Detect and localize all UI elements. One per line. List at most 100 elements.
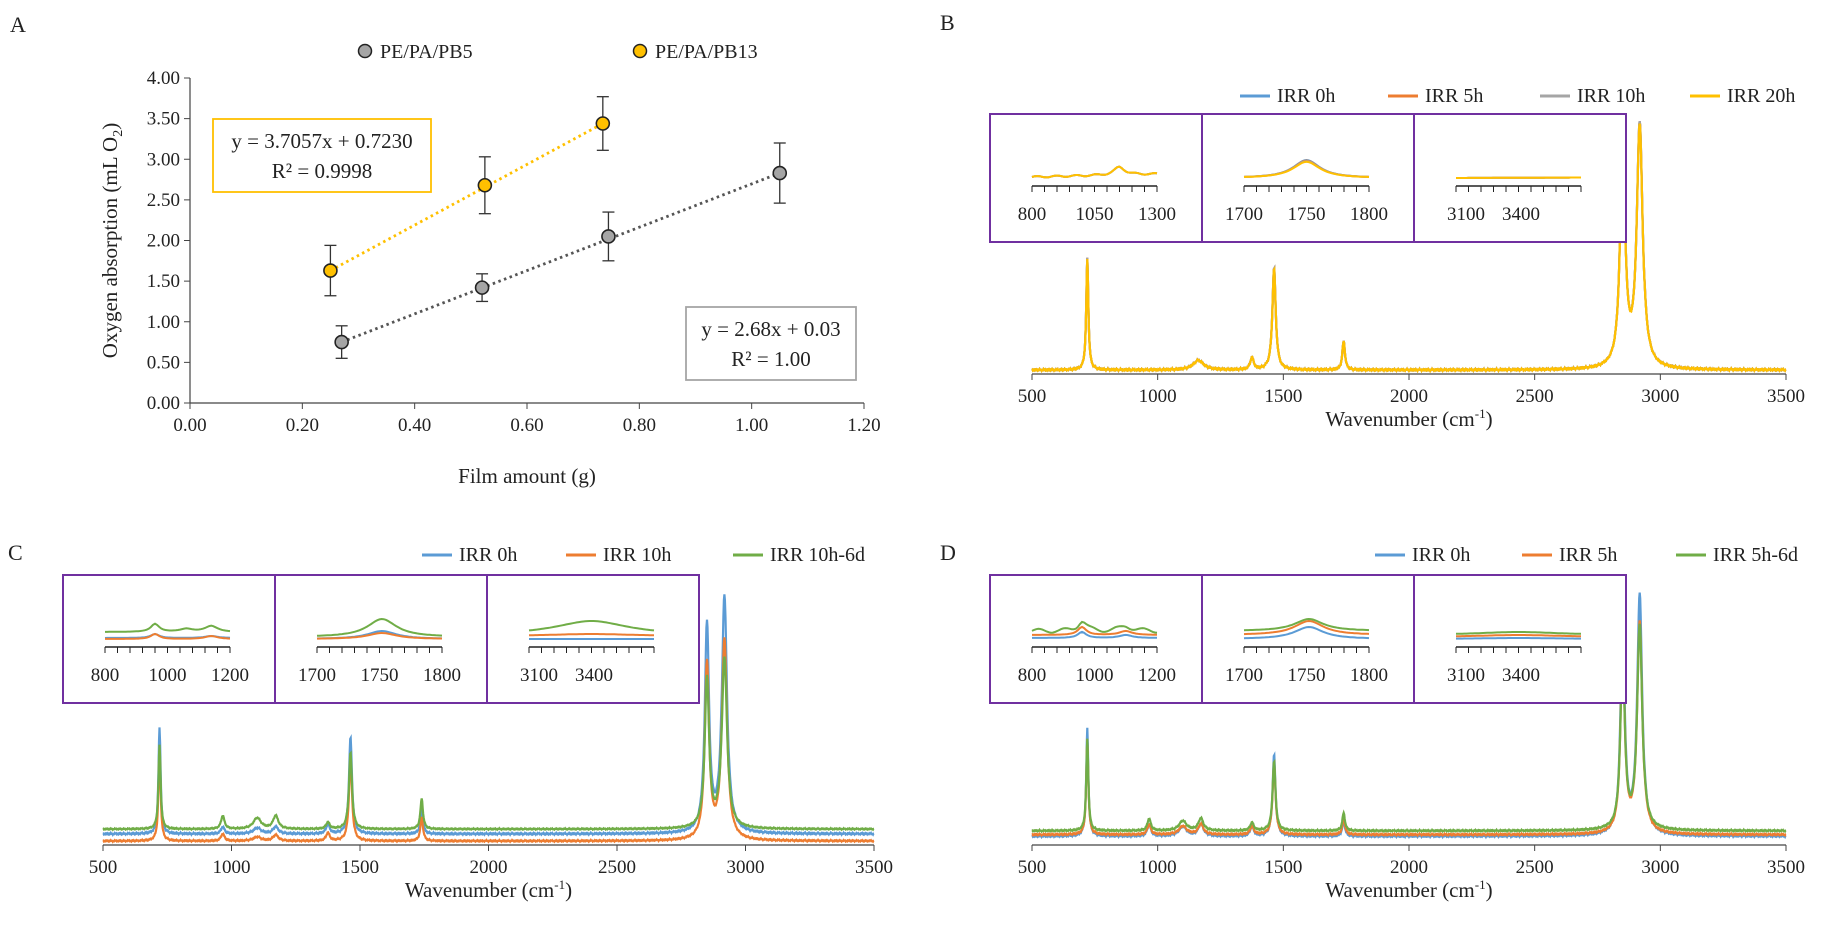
equation-box <box>212 118 432 193</box>
spectrum-line <box>102 656 875 832</box>
legend-label: PE/PA/PB13 <box>655 41 758 63</box>
inset-curve <box>1031 165 1158 179</box>
r2-text: R² = 0.9998 <box>272 159 372 183</box>
x-axis-title: Film amount (g) <box>458 464 596 488</box>
inset-tick-label: 1750 <box>361 665 399 686</box>
panel-a: A 0.00 0.20 0.40 0.60 0.80 1.00 1.20 0.00 0.50 1.0… <box>10 12 881 488</box>
panel-label-d: D <box>940 540 956 565</box>
legend-label: IRR 0h <box>1277 85 1335 107</box>
inset-tick-label: 1700 <box>1225 665 1263 686</box>
legend-label: IRR 5h <box>1559 544 1617 566</box>
y-tick-label: 0.00 <box>147 393 180 414</box>
inset-curve <box>1243 617 1370 632</box>
spectrum-line <box>1031 620 1787 838</box>
trendline <box>341 171 781 344</box>
x-axis-title-sup: -1 <box>1475 877 1486 892</box>
inset-curve <box>1243 619 1370 636</box>
inset-tick-label: 1750 <box>1288 204 1326 225</box>
equation-box <box>685 306 857 381</box>
x-tick-label: 1.00 <box>735 415 768 436</box>
y-tick-label: 3.50 <box>147 109 180 130</box>
x-axis-title-end: ) <box>1486 878 1493 902</box>
r2-text: R² = 1.00 <box>731 347 810 371</box>
data-point <box>323 263 338 278</box>
panel-c: C 500 1000 1500 2000 2500 3000 3500 Wavenumber (… <box>8 540 893 902</box>
series-0 <box>334 142 788 359</box>
x-tick-label: 2500 <box>1516 386 1554 407</box>
x-axis-title-sup: -1 <box>1475 406 1486 421</box>
y-tick-label: 0.50 <box>147 352 180 373</box>
panel-label-a: A <box>10 12 26 37</box>
data-point <box>595 116 611 131</box>
inset-tick-label: 1200 <box>1138 665 1176 686</box>
spectrum-line <box>102 594 875 837</box>
x-tick-label: 0.60 <box>510 415 543 436</box>
spectrum-line <box>1031 123 1787 374</box>
inset-tick-label: 3100 <box>1447 204 1485 225</box>
x-tick-label: 1000 <box>1139 857 1177 878</box>
x-axis-title-main: Wavenumber (cm <box>1325 407 1474 431</box>
legend: IRR 0h IRR 5h IRR 10h IRR 20h <box>1240 85 1795 107</box>
x-axis-title-main: Wavenumber (cm <box>405 878 554 902</box>
equation-text: y = 2.68x + 0.03 <box>701 317 840 341</box>
x-tick-label: 2000 <box>1390 386 1428 407</box>
spectrum-line <box>102 637 875 844</box>
inset-tick-label: 1300 <box>1138 204 1176 225</box>
inset-tick-label: 800 <box>1018 204 1047 225</box>
x-tick-label: 2000 <box>470 857 508 878</box>
spectra <box>1031 592 1787 840</box>
panel-b: B 500 1000 1500 2000 2500 3000 3500 Wavenumber (… <box>940 10 1805 431</box>
legend-marker <box>357 43 373 59</box>
x-tick-label: 2500 <box>598 857 636 878</box>
inset-curve <box>1032 630 1157 639</box>
inset-tick-label: 1750 <box>1288 665 1326 686</box>
legend-label: IRR 5h <box>1425 85 1483 107</box>
data-point <box>772 165 788 181</box>
equation-text: y = 3.7057x + 0.7230 <box>231 129 412 153</box>
y-tick-label: 4.00 <box>147 68 180 89</box>
x-tick-label: 2500 <box>1516 857 1554 878</box>
x-tick-label: 0.20 <box>286 415 319 436</box>
x-axis-title-sup: -1 <box>554 877 565 892</box>
panel-label-b: B <box>940 10 955 35</box>
legend: IRR 0h IRR 5h IRR 5h-6d <box>1375 544 1798 566</box>
insets: 800 1000 1200 1700 1750 1800 3100 3400 <box>62 574 700 704</box>
inset-tick-label: 800 <box>91 665 120 686</box>
x-tick-label: 1000 <box>1139 386 1177 407</box>
x-tick-label: 3500 <box>855 857 893 878</box>
inset-tick-label: 800 <box>1018 665 1047 686</box>
legend-label: IRR 10h-6d <box>770 544 865 566</box>
x-axis-title-end: ) <box>1486 407 1493 431</box>
inset-tick-label: 1800 <box>423 665 461 686</box>
y-axis-title-sub: 2 <box>111 130 126 137</box>
legend-label: IRR 5h-6d <box>1713 544 1798 566</box>
x-axis-title-end: ) <box>565 878 572 902</box>
data-point <box>601 229 616 244</box>
inset-curve <box>1456 176 1581 179</box>
x-tick-label: 1500 <box>341 857 379 878</box>
inset-tick-label: 3400 <box>1502 204 1540 225</box>
inset-tick-label: 3100 <box>520 665 558 686</box>
inset-tick-label: 1200 <box>211 665 249 686</box>
y-axis-title: Oxygen absorption (mL O2) <box>98 123 126 358</box>
x-tick-label: 1.20 <box>847 415 880 436</box>
inset-curve <box>528 620 655 632</box>
y-tick-label: 2.00 <box>147 231 180 252</box>
data-point <box>334 334 349 350</box>
x-tick-label: 1000 <box>213 857 251 878</box>
legend-label: IRR 10h <box>1577 85 1645 107</box>
inset-curve <box>1243 160 1370 178</box>
x-tick-label: 3000 <box>1641 386 1679 407</box>
inset-tick-label: 3100 <box>1447 665 1485 686</box>
inset-tick-label: 1800 <box>1350 665 1388 686</box>
legend-label: IRR 20h <box>1727 85 1795 107</box>
x-tick-label: 500 <box>1018 857 1047 878</box>
x-axis-title: Wavenumber (cm-1) <box>1325 406 1492 431</box>
inset-tick-label: 1700 <box>1225 204 1263 225</box>
inset-curve <box>317 631 442 640</box>
inset-tick-label: 1050 <box>1076 204 1114 225</box>
x-axis-title-main: Wavenumber (cm <box>1325 878 1474 902</box>
x-axis-title: Wavenumber (cm-1) <box>1325 877 1492 902</box>
inset-curve <box>1456 634 1581 638</box>
